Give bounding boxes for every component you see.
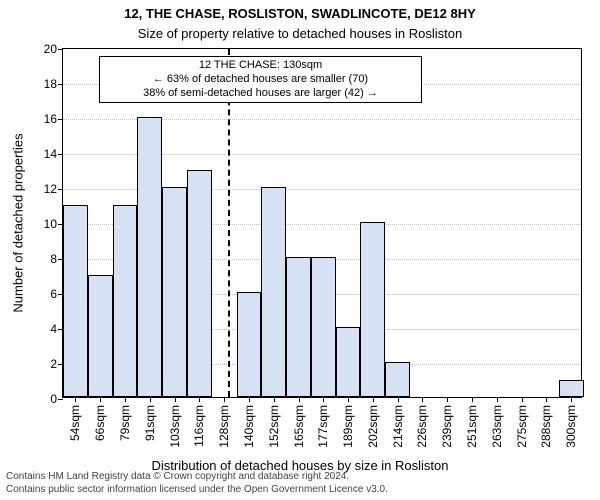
histogram-bar bbox=[187, 170, 212, 398]
xtick-mark bbox=[100, 397, 101, 402]
xtick-mark bbox=[348, 397, 349, 402]
ytick-mark bbox=[58, 84, 63, 85]
histogram-bar bbox=[137, 117, 162, 397]
histogram-bar bbox=[237, 292, 262, 397]
ytick-label: 6 bbox=[50, 287, 57, 301]
xtick-label: 202sqm bbox=[366, 405, 380, 448]
annotation-box: 12 THE CHASE: 130sqm← 63% of detached ho… bbox=[99, 56, 421, 103]
annotation-line-3: 38% of semi-detached houses are larger (… bbox=[102, 87, 418, 101]
plot-area: 0246810121416182054sqm66sqm79sqm91sqm103… bbox=[62, 48, 582, 398]
xtick-label: 214sqm bbox=[391, 405, 405, 448]
histogram-bar bbox=[63, 205, 88, 398]
xtick-mark bbox=[274, 397, 275, 402]
histogram-bar bbox=[360, 222, 385, 397]
xtick-mark bbox=[199, 397, 200, 402]
ytick-label: 2 bbox=[50, 357, 57, 371]
xtick-label: 189sqm bbox=[341, 405, 355, 448]
xtick-label: 103sqm bbox=[168, 405, 182, 448]
xtick-label: 251sqm bbox=[465, 405, 479, 448]
xtick-label: 177sqm bbox=[316, 405, 330, 448]
histogram-bar bbox=[385, 362, 410, 397]
xtick-mark bbox=[497, 397, 498, 402]
ytick-label: 16 bbox=[44, 112, 57, 126]
xtick-label: 140sqm bbox=[242, 405, 256, 448]
xtick-mark bbox=[150, 397, 151, 402]
xtick-mark bbox=[75, 397, 76, 402]
ytick-label: 10 bbox=[44, 217, 57, 231]
xtick-mark bbox=[299, 397, 300, 402]
xtick-mark bbox=[373, 397, 374, 402]
ytick-mark bbox=[58, 119, 63, 120]
ytick-label: 18 bbox=[44, 77, 57, 91]
xtick-mark bbox=[571, 397, 572, 402]
histogram-bar bbox=[113, 205, 138, 398]
xtick-label: 54sqm bbox=[68, 405, 82, 441]
xtick-label: 263sqm bbox=[490, 405, 504, 448]
annotation-line-1: 12 THE CHASE: 130sqm bbox=[102, 59, 418, 73]
xtick-mark bbox=[447, 397, 448, 402]
xtick-mark bbox=[472, 397, 473, 402]
xtick-mark bbox=[398, 397, 399, 402]
ytick-mark bbox=[58, 399, 63, 400]
xtick-label: 275sqm bbox=[515, 405, 529, 448]
xtick-label: 300sqm bbox=[564, 405, 578, 448]
xtick-label: 226sqm bbox=[415, 405, 429, 448]
y-axis-label: Number of detached properties bbox=[11, 133, 26, 312]
histogram-bar bbox=[286, 257, 311, 397]
ytick-mark bbox=[58, 49, 63, 50]
ytick-label: 0 bbox=[50, 392, 57, 406]
xtick-mark bbox=[546, 397, 547, 402]
footer-text: Contains HM Land Registry data © Crown c… bbox=[6, 471, 388, 496]
ytick-mark bbox=[58, 189, 63, 190]
xtick-label: 165sqm bbox=[292, 405, 306, 448]
footer-line-2: Contains public sector information licen… bbox=[6, 484, 388, 497]
histogram-bar bbox=[88, 275, 113, 398]
xtick-label: 79sqm bbox=[118, 405, 132, 441]
xtick-label: 128sqm bbox=[217, 405, 231, 448]
ytick-label: 14 bbox=[44, 147, 57, 161]
chart-title: 12, THE CHASE, ROSLISTON, SWADLINCOTE, D… bbox=[0, 6, 600, 21]
xtick-label: 288sqm bbox=[539, 405, 553, 448]
xtick-label: 152sqm bbox=[267, 405, 281, 448]
xtick-label: 91sqm bbox=[143, 405, 157, 441]
xtick-mark bbox=[125, 397, 126, 402]
histogram-bar bbox=[311, 257, 336, 397]
xtick-label: 66sqm bbox=[93, 405, 107, 441]
xtick-mark bbox=[323, 397, 324, 402]
histogram-bar bbox=[559, 380, 584, 398]
xtick-mark bbox=[422, 397, 423, 402]
xtick-mark bbox=[175, 397, 176, 402]
xtick-label: 239sqm bbox=[440, 405, 454, 448]
ytick-mark bbox=[58, 154, 63, 155]
xtick-mark bbox=[249, 397, 250, 402]
histogram-bar bbox=[162, 187, 187, 397]
annotation-line-2: ← 63% of detached houses are smaller (70… bbox=[102, 73, 418, 87]
xtick-mark bbox=[224, 397, 225, 402]
ytick-label: 4 bbox=[50, 322, 57, 336]
histogram-bar bbox=[336, 327, 361, 397]
xtick-label: 116sqm bbox=[192, 405, 206, 447]
ytick-label: 20 bbox=[44, 42, 57, 56]
ytick-label: 12 bbox=[44, 182, 57, 196]
chart-subtitle: Size of property relative to detached ho… bbox=[0, 26, 600, 41]
ytick-label: 8 bbox=[50, 252, 57, 266]
xtick-mark bbox=[522, 397, 523, 402]
footer-line-1: Contains HM Land Registry data © Crown c… bbox=[6, 471, 388, 484]
histogram-bar bbox=[261, 187, 286, 397]
